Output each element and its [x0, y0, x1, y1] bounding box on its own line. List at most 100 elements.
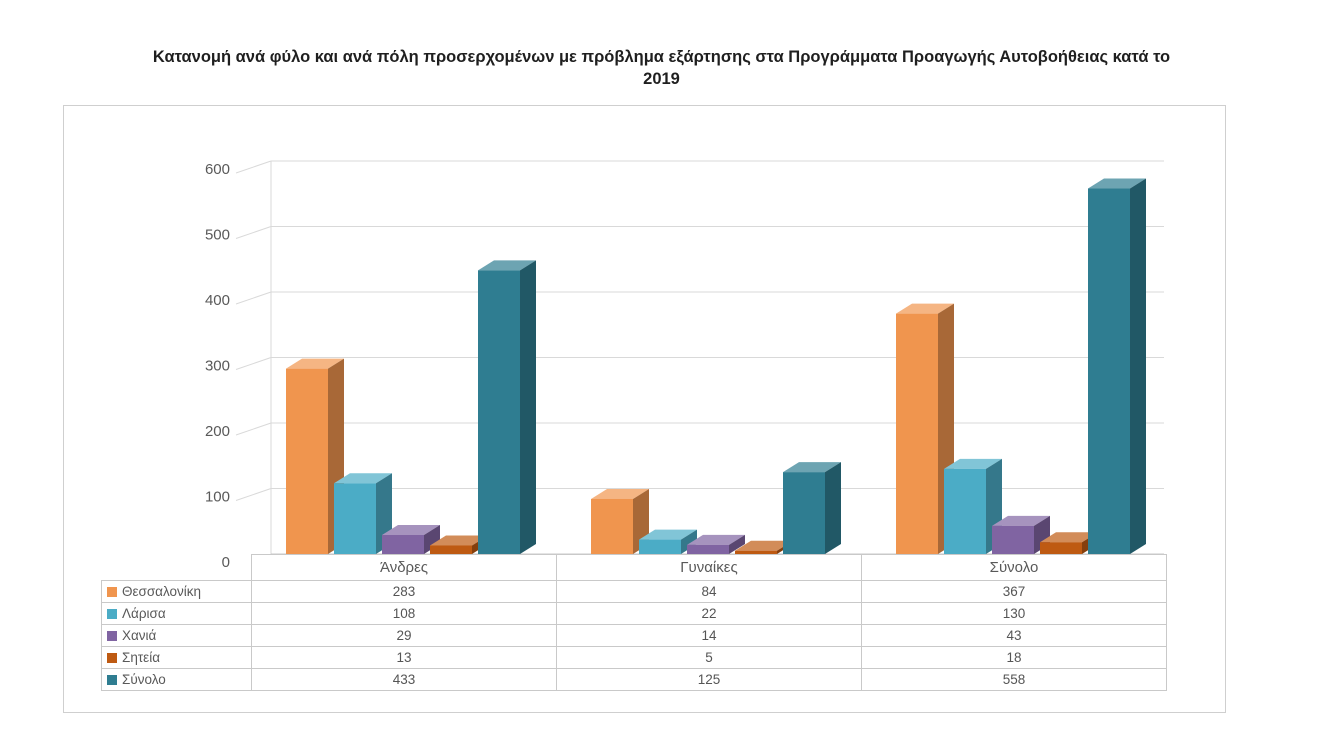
value-cell-Σητεία-Σύνολο: 18	[861, 645, 1167, 669]
y-axis-label-400: 400	[205, 292, 230, 309]
bar-top-face	[944, 458, 1002, 469]
bar-side-face	[729, 534, 745, 554]
value-cell-Χανιά-Σύνολο: 43	[861, 623, 1167, 647]
bar-Θεσσαλονίκη-Σύνολο	[896, 303, 954, 554]
value-cell-Λάρισα-Γυναίκες: 22	[556, 601, 862, 625]
bar-top-face	[478, 259, 536, 270]
grid-depth-tick	[235, 487, 272, 501]
legend-item-Θεσσαλονίκη: Θεσσαλονίκη	[101, 579, 252, 603]
legend-item-Σητεία: Σητεία	[101, 645, 252, 669]
grid-depth-tick	[235, 422, 272, 436]
bar-Χανιά-Γυναίκες	[687, 534, 745, 554]
value-cell-Λάρισα-Άνδρες: 108	[251, 601, 557, 625]
bar-top-face	[1088, 178, 1146, 189]
grid-depth-tick	[235, 225, 272, 239]
grid-depth-tick	[235, 160, 272, 174]
bar-top-face	[687, 534, 745, 545]
y-axis-label-500: 500	[205, 226, 230, 243]
bar-front-face	[896, 313, 938, 554]
bar-top-face	[382, 524, 440, 535]
y-axis-label-0: 0	[222, 554, 230, 568]
bar-Σύνολο-Γυναίκες	[783, 461, 841, 554]
bar-top-face	[896, 303, 954, 314]
legend-swatch-icon	[107, 608, 117, 619]
bar-side-face	[825, 461, 841, 554]
table-row-Σύνολο: Σύνολο 433 125 558	[101, 667, 1167, 691]
series-name: Λάρισα	[122, 605, 166, 621]
table-row-Χανιά: Χανιά 29 14 43	[101, 623, 1167, 647]
value-cell-Θεσσαλονίκη-Γυναίκες: 84	[556, 579, 862, 603]
category-label-1: Γυναίκες	[556, 553, 862, 581]
bar-Λάρισα-Άνδρες	[334, 472, 392, 554]
value-cell-Σύνολο-Γυναίκες: 125	[556, 667, 862, 691]
bar-Θεσσαλονίκη-Γυναίκες	[591, 488, 649, 554]
bar-side-face	[520, 259, 536, 554]
legend-item-Σύνολο: Σύνολο	[101, 667, 252, 691]
legend-swatch-icon	[107, 652, 117, 663]
bar-top-face	[1040, 531, 1098, 542]
table-corner-spacer	[102, 554, 252, 580]
bar-side-face	[1130, 178, 1146, 554]
bar-side-face	[424, 524, 440, 554]
bar-Λάρισα-Γυναίκες	[639, 529, 697, 554]
legend-swatch-icon	[107, 674, 117, 685]
value-cell-Θεσσαλονίκη-Άνδρες: 283	[251, 579, 557, 603]
y-axis-label-600: 600	[205, 161, 230, 178]
bar-front-face	[1088, 188, 1130, 554]
bar-front-face	[334, 482, 376, 554]
value-cell-Θεσσαλονίκη-Σύνολο: 367	[861, 579, 1167, 603]
bar-top-face	[783, 461, 841, 472]
bar-front-face	[430, 545, 472, 554]
y-axis-label-300: 300	[205, 357, 230, 374]
value-cell-Σύνολο-Άνδρες: 433	[251, 667, 557, 691]
bar-front-face	[382, 534, 424, 554]
table-row-Θεσσαλονίκη: Θεσσαλονίκη 283 84 367	[101, 579, 1167, 603]
data-table-body: Θεσσαλονίκη 283 84 367 Λάρισα 108 22 130 Χανιά 29…	[101, 579, 1167, 691]
series-name: Θεσσαλονίκη	[122, 583, 202, 599]
bar-front-face	[992, 525, 1034, 554]
value-cell-Χανιά-Άνδρες: 29	[251, 623, 557, 647]
bar-front-face	[735, 550, 777, 554]
table-row-Λάρισα: Λάρισα 108 22 130	[101, 601, 1167, 625]
bar-Χανιά-Σύνολο	[992, 515, 1050, 554]
value-cell-Σητεία-Άνδρες: 13	[251, 645, 557, 669]
value-cell-Σύνολο-Σύνολο: 558	[861, 667, 1167, 691]
y-axis-label-100: 100	[205, 488, 230, 505]
value-cell-Λάρισα-Σύνολο: 130	[861, 601, 1167, 625]
chart-frame: 0 100 200 300 400 500 600 Άνδρες Γυναίκες Σύνολο…	[63, 104, 1226, 713]
category-label-0: Άνδρες	[251, 553, 557, 581]
legend-swatch-icon	[107, 586, 117, 597]
data-table-header: Άνδρες Γυναίκες Σύνολο	[102, 553, 1167, 581]
bar-front-face	[1040, 541, 1082, 554]
table-row-Σητεία: Σητεία 13 5 18	[101, 645, 1167, 669]
bar-top-face	[639, 529, 697, 540]
bar-top-face	[286, 358, 344, 369]
bar-Χανιά-Άνδρες	[382, 524, 440, 554]
bar-Σύνολο-Σύνολο	[1088, 178, 1146, 554]
bar-front-face	[783, 471, 825, 554]
series-name: Σύνολο	[122, 671, 166, 687]
bar-front-face	[591, 498, 633, 554]
bar-top-face	[334, 472, 392, 483]
bar-Λάρισα-Σύνολο	[944, 458, 1002, 554]
bar-front-face	[286, 368, 328, 554]
bar-front-face	[639, 539, 681, 554]
bar-top-face	[735, 540, 793, 551]
bar-front-face	[687, 544, 729, 554]
grid-depth-tick	[235, 356, 272, 370]
bar-top-face	[992, 515, 1050, 526]
bar-top-face	[591, 488, 649, 499]
bar-top-face	[430, 535, 488, 546]
chart-title-line1: Κατανομή ανά φύλο και ανά πόλη προσερχομ…	[152, 48, 1171, 66]
bar-front-face	[944, 468, 986, 554]
legend-item-Λάρισα: Λάρισα	[101, 601, 252, 625]
value-cell-Σητεία-Γυναίκες: 5	[556, 645, 862, 669]
value-cell-Χανιά-Γυναίκες: 14	[556, 623, 862, 647]
bar-Σύνολο-Άνδρες	[478, 259, 536, 554]
bar-front-face	[478, 269, 520, 554]
series-name: Χανιά	[122, 627, 157, 643]
bar-side-face	[681, 529, 697, 554]
chart-title-line2: 2019	[643, 70, 680, 89]
category-header-row: Άνδρες Γυναίκες Σύνολο	[102, 553, 1167, 581]
grid-depth-tick	[235, 291, 272, 305]
